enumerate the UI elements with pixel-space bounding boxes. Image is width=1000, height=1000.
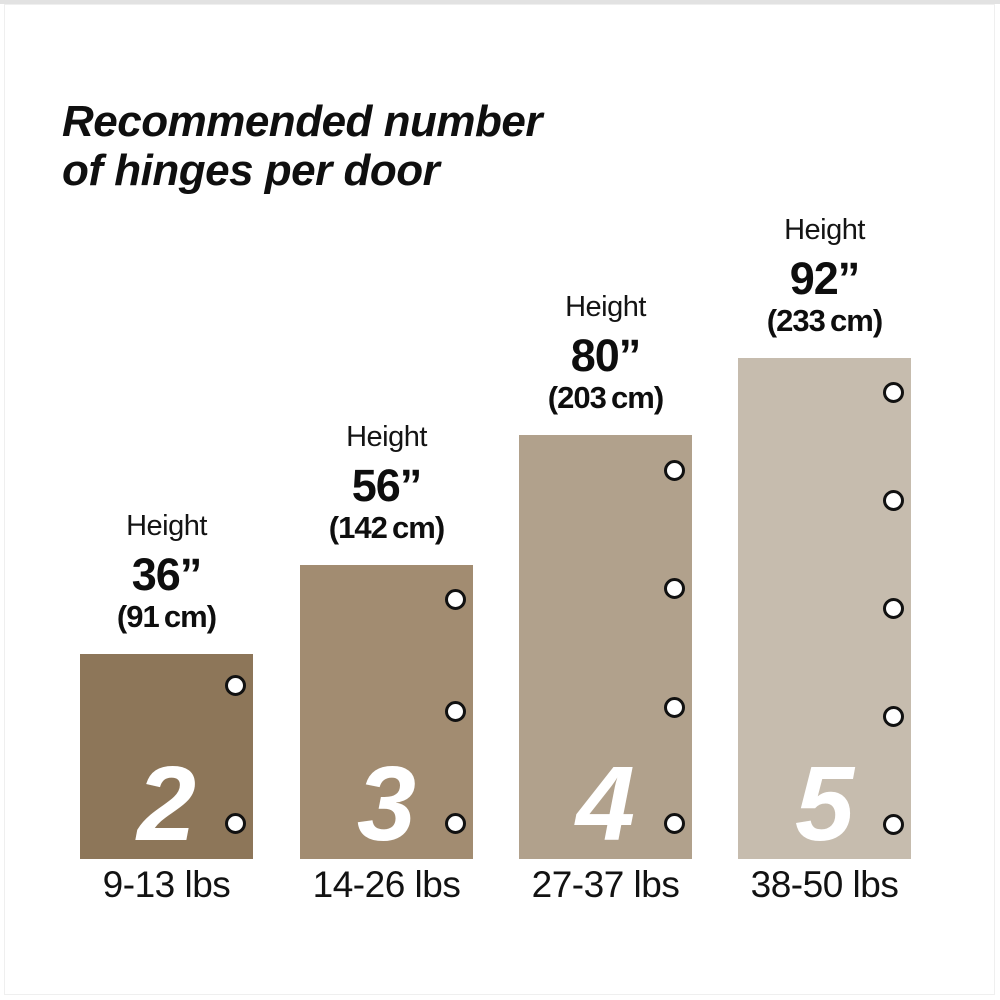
hinge-icon — [225, 675, 246, 696]
door-weight-range: 9-13 lbs — [102, 864, 231, 905]
door-weight-range: 38-50 lbs — [750, 864, 899, 905]
page-title: Recommended number of hinges per door — [62, 97, 542, 195]
hinge-icon — [883, 814, 904, 835]
hinge-count-number: 3 — [357, 745, 416, 863]
door-column-92in: Height 92” (233 cm) 5 38-50 lbs — [703, 0, 946, 1000]
door-height-labels: Height 80” (203 cm) — [484, 291, 727, 415]
height-label: Height — [784, 214, 865, 246]
hinge-count-number: 2 — [137, 745, 196, 863]
hinge-icon — [664, 697, 685, 718]
hinge-count-number: 4 — [576, 745, 635, 863]
height-label: Height — [346, 421, 427, 453]
door-height-inches: 56” — [351, 460, 423, 511]
door-height-labels: Height 36” (91 cm) — [45, 510, 288, 634]
hinge-icon — [445, 813, 466, 834]
door-bar: 4 — [519, 435, 692, 859]
hinge-icon — [883, 598, 904, 619]
door-height-cm: (142 cm) — [328, 510, 445, 545]
page-title-line2: of hinges per door — [62, 146, 440, 195]
door-bar: 2 — [80, 654, 253, 859]
door-height-labels: Height 56” (142 cm) — [265, 421, 508, 545]
hinge-count-number: 5 — [795, 745, 854, 863]
page-top-strip — [0, 0, 1000, 4]
door-weight-range: 14-26 lbs — [312, 864, 461, 905]
hinge-icon — [664, 578, 685, 599]
hinge-icon — [883, 490, 904, 511]
door-column-56in: Height 56” (142 cm) 3 14-26 lbs — [265, 0, 508, 1000]
hinge-icon — [664, 813, 685, 834]
door-height-cm: (233 cm) — [766, 303, 883, 338]
page-title-line1: Recommended number — [62, 97, 542, 146]
hinge-icon — [883, 706, 904, 727]
door-height-inches: 36” — [131, 549, 203, 600]
hinge-icon — [225, 813, 246, 834]
hinge-icon — [664, 460, 685, 481]
door-height-inches: 80” — [570, 330, 642, 381]
door-height-inches: 92” — [789, 253, 861, 304]
hinge-icon — [445, 589, 466, 610]
height-label: Height — [565, 291, 646, 323]
door-bar: 5 — [738, 358, 911, 859]
hinge-icon — [445, 701, 466, 722]
door-column-80in: Height 80” (203 cm) 4 27-37 lbs — [484, 0, 727, 1000]
door-column-36in: Height 36” (91 cm) 2 9-13 lbs — [45, 0, 288, 1000]
door-weight-range: 27-37 lbs — [531, 864, 680, 905]
door-bar: 3 — [300, 565, 473, 859]
door-height-cm: (91 cm) — [116, 599, 217, 634]
door-height-cm: (203 cm) — [547, 380, 664, 415]
hinge-icon — [883, 382, 904, 403]
door-height-labels: Height 92” (233 cm) — [703, 214, 946, 338]
height-label: Height — [126, 510, 207, 542]
